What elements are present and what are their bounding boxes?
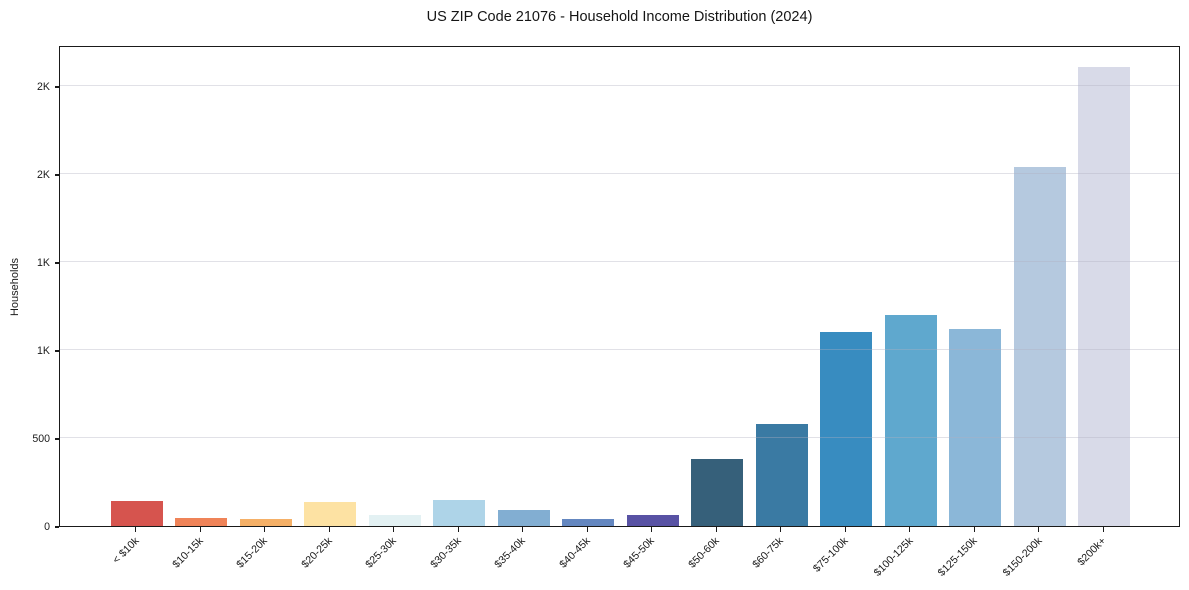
x-tick-label: $150-200k <box>1000 535 1045 579</box>
x-tick-label: $35-40k <box>492 535 529 571</box>
bar-$20-25k <box>304 501 357 526</box>
x-tick-mark <box>457 527 459 532</box>
x-tick-label: $75-100k <box>811 535 851 575</box>
x-tick-label: $50-60k <box>686 535 722 571</box>
bar-$200k+ <box>1078 66 1131 526</box>
y-tick-mark <box>54 350 59 352</box>
gridline <box>60 173 1179 175</box>
x-tick-label: $125-150k <box>935 535 980 579</box>
x-tick-mark <box>973 527 975 532</box>
bar-$100-125k <box>884 314 937 526</box>
bars-layer <box>60 47 1179 526</box>
x-tick-mark <box>1102 527 1104 532</box>
x-tick-label: $25-30k <box>363 535 400 571</box>
y-tick-label: 1K <box>37 257 50 269</box>
y-tick-label: 0 <box>44 521 50 533</box>
y-tick-mark <box>54 262 59 264</box>
y-tick-mark <box>54 526 59 528</box>
x-tick-mark <box>715 527 717 532</box>
bar-$25-30k <box>368 514 421 526</box>
y-tick-label: 2K <box>37 81 50 93</box>
x-tick-label: $45-50k <box>621 535 658 571</box>
gridline <box>60 349 1179 351</box>
gridlines-layer <box>60 47 1179 526</box>
x-tick-label: $40-45k <box>557 535 593 571</box>
bar-$40-45k <box>562 518 615 526</box>
gridline <box>60 85 1179 87</box>
x-tick-label: $200k+ <box>1075 535 1109 569</box>
x-tick-mark <box>393 527 395 532</box>
x-tick-mark <box>651 527 653 532</box>
chart-title: US ZIP Code 21076 - Household Income Dis… <box>426 9 813 25</box>
bar-$30-35k <box>433 500 486 526</box>
x-tick-mark <box>586 527 588 532</box>
y-tick-mark <box>54 86 59 88</box>
x-tick-mark <box>522 527 524 532</box>
bar-$10-15k <box>175 517 228 526</box>
x-tick-label: $100-125k <box>871 535 916 579</box>
bar-$75-100k <box>820 332 873 526</box>
x-tick-mark <box>135 527 137 532</box>
y-tick-mark <box>54 174 59 176</box>
x-tick-label: $10-15k <box>170 535 206 571</box>
bar-$125-150k <box>949 328 1002 526</box>
x-tick-mark <box>780 527 782 532</box>
bar-$45-50k <box>626 514 679 526</box>
y-tick-label: 2K <box>37 169 50 181</box>
x-tick-mark <box>199 527 201 532</box>
bar-$150-200k <box>1013 166 1066 526</box>
x-tick-mark <box>328 527 330 532</box>
x-tick-mark <box>844 527 846 532</box>
x-tick-label: $15-20k <box>234 535 271 571</box>
gridline <box>60 437 1179 439</box>
bar-< $10k <box>110 501 163 526</box>
y-tick-mark <box>54 438 59 440</box>
x-tick-label: < $10k <box>110 535 142 567</box>
x-tick-mark <box>264 527 266 532</box>
x-tick-mark <box>1038 527 1040 532</box>
x-tick-label: $60-75k <box>750 535 787 571</box>
x-tick-label: $20-25k <box>299 535 335 571</box>
gridline <box>60 261 1179 263</box>
plot-area <box>59 46 1180 527</box>
y-axis-label-wrap: Households <box>2 46 28 527</box>
x-tick-mark <box>909 527 911 532</box>
bar-$15-20k <box>239 519 292 526</box>
bar-$50-60k <box>691 458 744 526</box>
y-tick-label: 500 <box>32 433 50 445</box>
y-tick-label: 1K <box>37 345 50 357</box>
bar-$60-75k <box>755 423 808 526</box>
bar-$35-40k <box>497 509 550 526</box>
x-tick-label: $30-35k <box>428 535 464 571</box>
